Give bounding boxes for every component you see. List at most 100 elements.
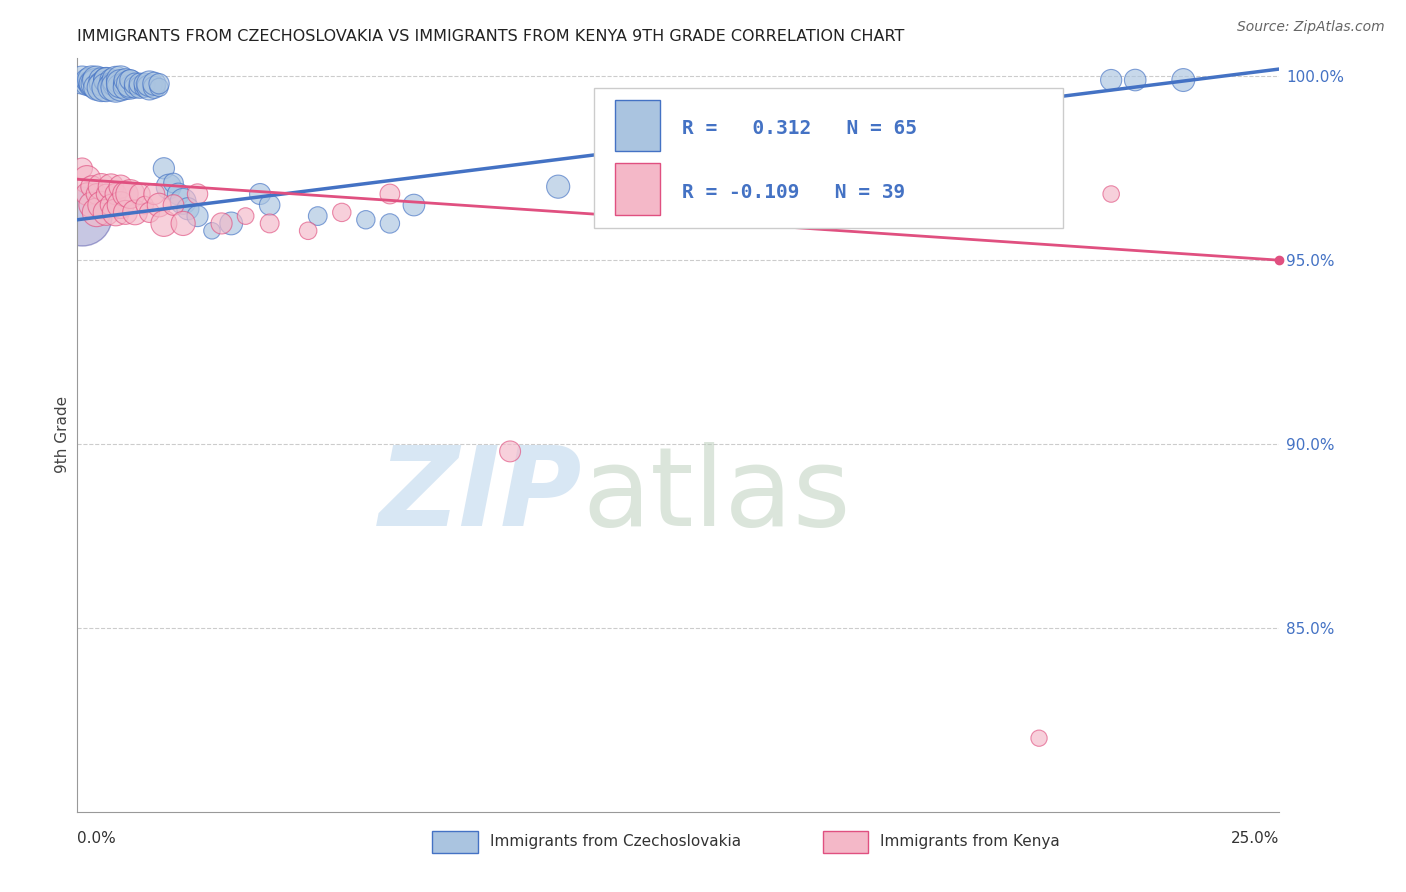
Point	[120, 80, 142, 95]
Point	[402, 198, 425, 212]
Point	[86, 77, 108, 91]
Point	[330, 205, 353, 219]
Point	[143, 77, 166, 91]
Point	[80, 73, 103, 87]
Point	[138, 80, 160, 95]
Point	[134, 198, 156, 212]
Point	[148, 80, 170, 95]
Text: 0.0%: 0.0%	[77, 830, 117, 846]
Point	[86, 73, 108, 87]
Point	[124, 77, 146, 91]
Point	[186, 209, 209, 223]
Point	[114, 73, 136, 87]
Point	[201, 224, 224, 238]
Text: Immigrants from Czechoslovakia: Immigrants from Czechoslovakia	[489, 834, 741, 849]
Point	[162, 176, 184, 190]
Point	[110, 179, 132, 194]
Point	[100, 77, 122, 91]
Point	[1099, 187, 1122, 202]
Point	[100, 80, 122, 95]
Point	[259, 216, 281, 230]
Point	[1099, 73, 1122, 87]
Point	[110, 73, 132, 87]
Point	[763, 161, 786, 176]
Point	[90, 77, 112, 91]
Point	[378, 216, 401, 230]
Point	[114, 187, 136, 202]
Point	[86, 187, 108, 202]
Point	[128, 77, 150, 91]
Point	[70, 161, 93, 176]
Point	[90, 198, 112, 212]
Point	[143, 187, 166, 202]
Point	[104, 205, 127, 219]
Text: R = -0.109   N = 39: R = -0.109 N = 39	[682, 183, 905, 202]
Point	[134, 80, 156, 95]
Point	[100, 73, 122, 87]
Point	[157, 179, 180, 194]
Point	[86, 80, 108, 95]
Point	[96, 73, 118, 87]
Point	[128, 187, 150, 202]
Point	[70, 73, 93, 87]
Point	[104, 73, 127, 87]
Y-axis label: 9th Grade: 9th Grade	[55, 396, 70, 474]
Point	[76, 77, 98, 91]
Point	[96, 187, 118, 202]
Point	[124, 205, 146, 219]
Point	[153, 216, 176, 230]
Point	[138, 77, 160, 91]
Point	[110, 77, 132, 91]
Point	[1123, 73, 1146, 87]
Point	[547, 179, 569, 194]
Point	[100, 179, 122, 194]
Point	[104, 80, 127, 95]
Point	[259, 198, 281, 212]
Text: IMMIGRANTS FROM CZECHOSLOVAKIA VS IMMIGRANTS FROM KENYA 9TH GRADE CORRELATION CH: IMMIGRANTS FROM CZECHOSLOVAKIA VS IMMIGR…	[77, 29, 904, 45]
Point	[143, 80, 166, 95]
Point	[114, 80, 136, 95]
Point	[76, 73, 98, 87]
Text: atlas: atlas	[582, 442, 851, 549]
Point	[96, 77, 118, 91]
Point	[90, 80, 112, 95]
Point	[80, 198, 103, 212]
Point	[219, 216, 242, 230]
Point	[90, 73, 112, 87]
Point	[1028, 731, 1050, 746]
Point	[297, 224, 319, 238]
Point	[1173, 73, 1195, 87]
Point	[110, 198, 132, 212]
Point	[186, 187, 209, 202]
Point	[354, 212, 377, 227]
Point	[96, 205, 118, 219]
Point	[96, 73, 118, 87]
Point	[96, 80, 118, 95]
Bar	[432, 830, 478, 853]
Point	[86, 205, 108, 219]
Text: Source: ZipAtlas.com: Source: ZipAtlas.com	[1237, 20, 1385, 34]
Point	[80, 77, 103, 91]
Point	[70, 209, 93, 223]
Point	[138, 205, 160, 219]
Text: 25.0%: 25.0%	[1232, 830, 1279, 846]
Point	[114, 77, 136, 91]
FancyBboxPatch shape	[595, 88, 1063, 227]
Point	[162, 198, 184, 212]
Point	[80, 179, 103, 194]
Point	[128, 80, 150, 95]
Point	[76, 187, 98, 202]
Text: R =   0.312   N = 65: R = 0.312 N = 65	[682, 120, 917, 138]
Point	[172, 194, 194, 209]
Point	[378, 187, 401, 202]
Point	[811, 187, 834, 202]
Point	[177, 202, 200, 216]
Point	[172, 216, 194, 230]
Point	[499, 444, 522, 458]
Text: ZIP: ZIP	[378, 442, 582, 549]
Point	[148, 77, 170, 91]
Point	[167, 187, 190, 202]
Point	[249, 187, 271, 202]
Point	[120, 73, 142, 87]
Bar	[823, 830, 869, 853]
